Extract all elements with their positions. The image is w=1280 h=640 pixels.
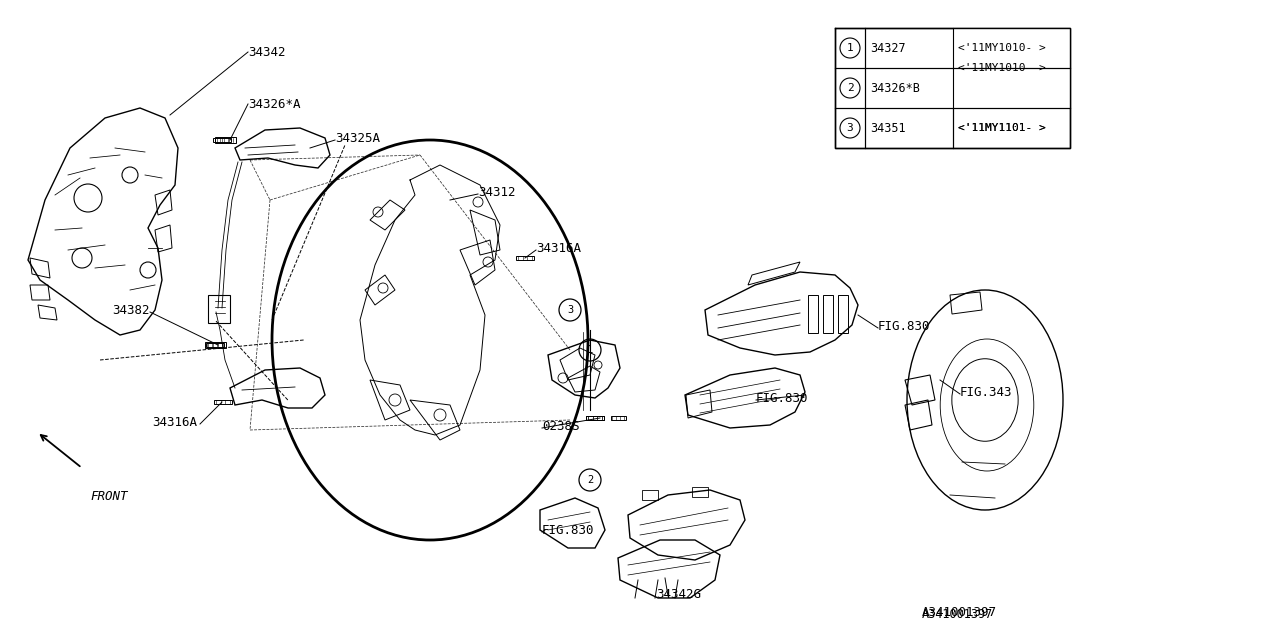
Text: A341001397: A341001397 bbox=[922, 605, 997, 618]
Text: 34316A: 34316A bbox=[536, 241, 581, 255]
Text: A341001397: A341001397 bbox=[922, 607, 993, 621]
Bar bbox=[516, 255, 534, 260]
Polygon shape bbox=[954, 28, 1070, 108]
Bar bbox=[611, 416, 626, 420]
Bar bbox=[205, 342, 225, 348]
Text: 34382: 34382 bbox=[113, 303, 150, 317]
Bar bbox=[586, 415, 604, 420]
Text: 34316A: 34316A bbox=[152, 415, 197, 429]
Text: 0238S: 0238S bbox=[541, 419, 580, 433]
Text: FIG.343: FIG.343 bbox=[960, 385, 1012, 399]
Bar bbox=[212, 138, 230, 143]
Text: 34326*B: 34326*B bbox=[870, 81, 920, 95]
Text: FIG.830: FIG.830 bbox=[878, 319, 931, 333]
Text: FRONT: FRONT bbox=[90, 490, 128, 503]
Text: <'11MY1101- >: <'11MY1101- > bbox=[957, 123, 1046, 133]
Text: <'11MY1101- >: <'11MY1101- > bbox=[957, 123, 1046, 133]
Text: 34351: 34351 bbox=[870, 122, 906, 134]
Text: FIG.830: FIG.830 bbox=[756, 392, 809, 404]
Bar bbox=[215, 137, 236, 143]
Text: <'11MY1010- >: <'11MY1010- > bbox=[957, 43, 1046, 53]
Text: 34326*A: 34326*A bbox=[248, 97, 301, 111]
Text: 34342G: 34342G bbox=[657, 588, 701, 600]
Text: 34312: 34312 bbox=[477, 186, 516, 198]
Text: 34327: 34327 bbox=[870, 42, 906, 54]
Text: 2: 2 bbox=[846, 83, 854, 93]
Bar bbox=[206, 342, 224, 348]
Text: 34325A: 34325A bbox=[335, 131, 380, 145]
Text: 2: 2 bbox=[586, 475, 593, 485]
Text: 3: 3 bbox=[846, 123, 854, 133]
Bar bbox=[214, 399, 232, 404]
Text: 34342: 34342 bbox=[248, 45, 285, 58]
Text: 1: 1 bbox=[846, 43, 854, 53]
Text: FIG.830: FIG.830 bbox=[541, 524, 594, 536]
Bar bbox=[586, 415, 604, 420]
Text: <'11MY1010- >: <'11MY1010- > bbox=[957, 63, 1046, 73]
Text: 3: 3 bbox=[567, 305, 573, 315]
Text: 1: 1 bbox=[586, 345, 593, 355]
